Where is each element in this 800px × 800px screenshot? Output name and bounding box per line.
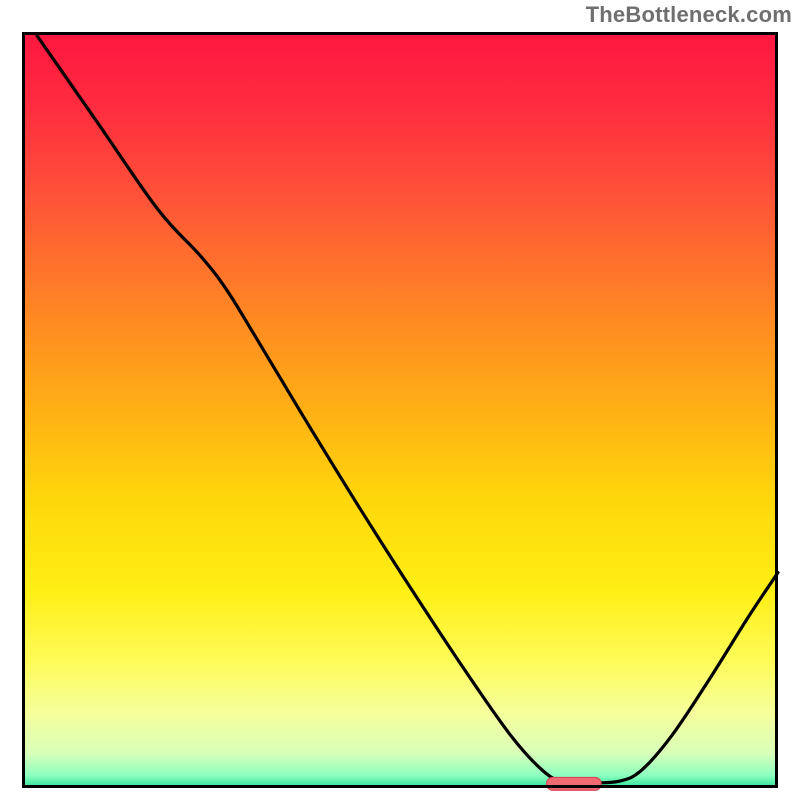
gradient-background [24, 34, 777, 787]
chart-container: TheBottleneck.com [0, 0, 800, 800]
bottleneck-chart [0, 0, 800, 800]
optimal-marker [547, 777, 601, 790]
